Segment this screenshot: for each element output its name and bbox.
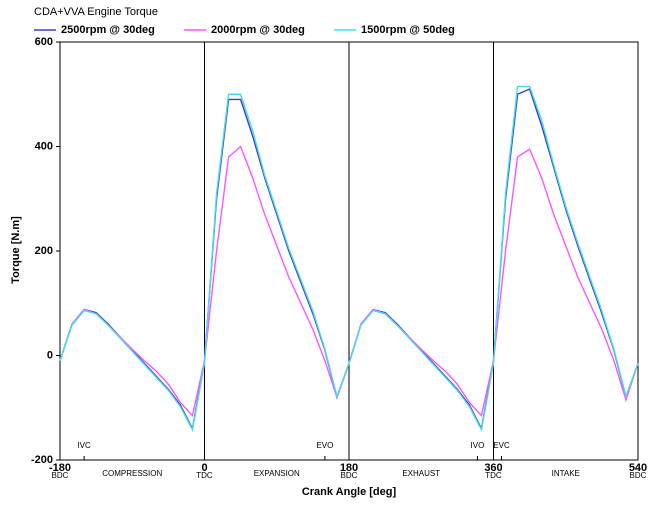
series-line	[59, 85, 639, 432]
y-tick-label: 400	[35, 140, 53, 152]
event-label: EVO	[316, 441, 333, 450]
event-label: EVC	[493, 441, 510, 450]
phase-label: EXHAUST	[402, 469, 440, 478]
x-tick-sublabel: BDC	[341, 471, 358, 480]
x-axis-label: Crank Angle [deg]	[302, 486, 397, 498]
x-tick-sublabel: TDC	[485, 471, 502, 480]
x-tick-label: 0	[201, 462, 207, 474]
phase-label: COMPRESSION	[102, 469, 162, 478]
y-tick-label: -200	[31, 454, 53, 466]
x-tick-label: 180	[340, 462, 358, 474]
x-tick-sublabel: BDC	[52, 471, 69, 480]
chart-title: CDA+VVA Engine Torque	[34, 6, 158, 18]
x-tick-sublabel: BDC	[630, 471, 647, 480]
event-label: IVO	[471, 441, 485, 450]
legend-label: 2500rpm @ 30deg	[61, 24, 155, 36]
x-tick-sublabel: TDC	[196, 471, 213, 480]
y-tick-label: 200	[35, 245, 53, 257]
x-tick-label: 540	[629, 462, 647, 474]
legend-label: 2000rpm @ 30deg	[211, 24, 305, 36]
legend-label: 1500rpm @ 50deg	[361, 24, 455, 36]
x-tick-label: 360	[484, 462, 502, 474]
y-tick-label: 600	[35, 36, 53, 48]
phase-label: EXPANSION	[254, 469, 300, 478]
x-tick-label: -180	[49, 462, 71, 474]
y-axis-label: Torque [N.m]	[10, 216, 22, 284]
y-tick-label: 0	[47, 349, 53, 361]
event-label: IVC	[77, 441, 91, 450]
phase-label: INTAKE	[552, 469, 580, 478]
